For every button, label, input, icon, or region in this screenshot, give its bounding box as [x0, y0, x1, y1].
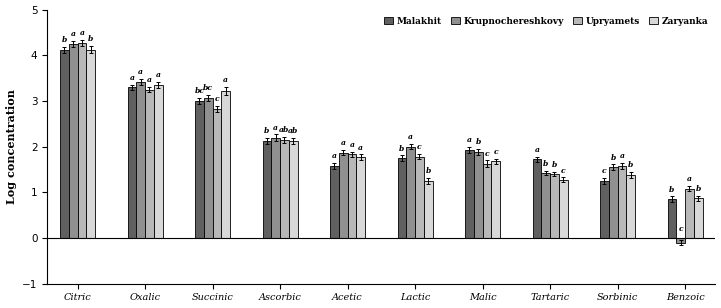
Bar — [128, 87, 136, 238]
Bar — [533, 160, 541, 238]
Bar — [482, 164, 491, 238]
Text: ab: ab — [279, 126, 290, 134]
Text: a: a — [138, 68, 143, 76]
Bar — [356, 157, 365, 238]
Bar — [87, 50, 95, 238]
Text: a: a — [619, 152, 624, 160]
Bar — [424, 181, 433, 238]
Bar — [627, 175, 635, 238]
Bar — [491, 161, 500, 238]
Text: b: b — [88, 35, 94, 43]
Bar — [600, 181, 609, 238]
Text: b: b — [62, 36, 67, 44]
Text: a: a — [147, 76, 152, 84]
Text: b: b — [264, 127, 270, 135]
Text: a: a — [350, 141, 355, 149]
Text: c: c — [602, 168, 607, 176]
Bar — [221, 91, 230, 238]
Bar — [618, 166, 627, 238]
Bar — [271, 137, 280, 238]
Text: c: c — [215, 95, 219, 103]
Bar — [136, 82, 145, 238]
Text: ab: ab — [288, 127, 298, 135]
Bar — [60, 50, 68, 238]
Text: b: b — [425, 168, 431, 176]
Text: a: a — [156, 71, 161, 79]
Bar — [195, 101, 204, 238]
Bar — [280, 140, 289, 238]
Text: b: b — [696, 185, 701, 193]
Y-axis label: Log concentration: Log concentration — [6, 89, 17, 204]
Text: a: a — [534, 146, 539, 154]
Bar — [262, 141, 271, 238]
Bar — [550, 174, 559, 238]
Bar — [154, 85, 163, 238]
Bar — [145, 90, 154, 238]
Text: a: a — [332, 152, 337, 160]
Bar — [676, 238, 685, 243]
Bar — [407, 147, 415, 238]
Bar — [694, 198, 703, 238]
Text: c: c — [561, 167, 565, 175]
Text: c: c — [485, 150, 490, 158]
Text: c: c — [678, 225, 683, 233]
Text: bc: bc — [195, 87, 205, 95]
Bar — [78, 43, 87, 238]
Bar — [68, 44, 78, 238]
Text: bc: bc — [203, 84, 213, 92]
Text: b: b — [475, 138, 481, 146]
Bar — [465, 150, 474, 238]
Text: a: a — [71, 30, 76, 38]
Text: a: a — [467, 136, 472, 144]
Legend: Malakhit, Krupnochereshkovy, Upryamets, Zaryanka: Malakhit, Krupnochereshkovy, Upryamets, … — [381, 14, 711, 28]
Text: a: a — [687, 175, 692, 183]
Bar — [289, 141, 298, 238]
Text: a: a — [224, 76, 229, 84]
Bar — [609, 167, 618, 238]
Bar — [474, 152, 482, 238]
Bar — [348, 154, 356, 238]
Text: b: b — [552, 161, 557, 169]
Bar — [668, 199, 676, 238]
Text: b: b — [611, 154, 616, 162]
Text: b: b — [669, 186, 675, 194]
Bar — [415, 157, 424, 238]
Bar — [330, 166, 339, 238]
Text: c: c — [493, 148, 498, 156]
Bar — [213, 109, 221, 238]
Text: b: b — [628, 161, 634, 169]
Text: a: a — [273, 124, 278, 132]
Text: b: b — [543, 160, 549, 168]
Text: a: a — [79, 30, 84, 38]
Bar — [541, 173, 550, 238]
Bar — [339, 152, 348, 238]
Bar — [397, 158, 407, 238]
Bar — [204, 98, 213, 238]
Text: a: a — [408, 133, 413, 141]
Text: c: c — [417, 143, 422, 151]
Text: a: a — [341, 139, 345, 147]
Text: a: a — [129, 74, 134, 82]
Bar — [559, 180, 567, 238]
Text: b: b — [399, 144, 404, 152]
Text: a: a — [358, 144, 363, 152]
Bar — [685, 189, 694, 238]
